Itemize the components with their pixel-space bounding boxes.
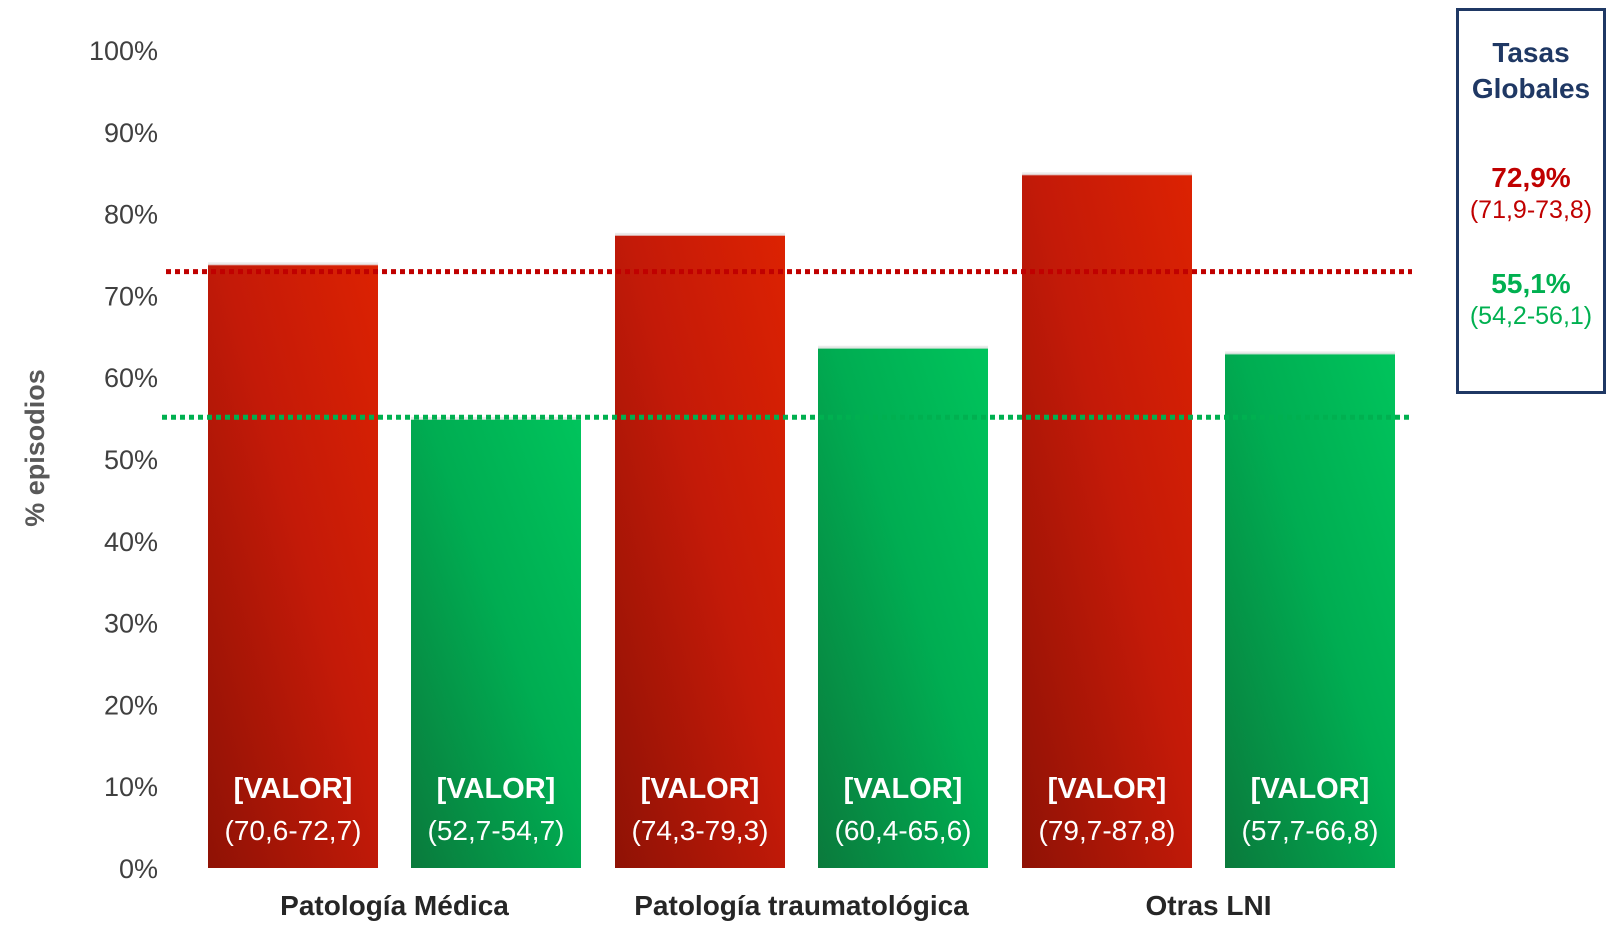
bar-ci-label: (60,4-65,6) bbox=[835, 815, 972, 846]
bar-green bbox=[818, 347, 988, 868]
category-label: Patología Médica bbox=[280, 890, 509, 921]
legend-green-ci: (54,2-56,1) bbox=[1469, 302, 1593, 330]
legend-title: Tasas Globales bbox=[1471, 37, 1591, 104]
y-tick-label: 30% bbox=[104, 609, 158, 639]
bar-top-edge bbox=[1022, 172, 1192, 176]
bar-green bbox=[411, 418, 581, 868]
legend-green-rate: 55,1% bbox=[1491, 268, 1571, 299]
bar-top-edge bbox=[1225, 351, 1395, 355]
legend-red-ci: (71,9-73,8) bbox=[1469, 196, 1593, 224]
bar-red bbox=[208, 264, 378, 868]
y-tick-label: 20% bbox=[104, 690, 158, 720]
bar-value-label: [VALOR] bbox=[844, 773, 963, 805]
y-axis-title: % episodios bbox=[20, 369, 50, 527]
legend-red-rate: 72,9% bbox=[1491, 162, 1571, 193]
bar-ci-label: (74,3-79,3) bbox=[632, 815, 769, 846]
category-label: Patología traumatológica bbox=[634, 890, 969, 921]
bar-ci-label: (57,7-66,8) bbox=[1242, 815, 1379, 846]
bar-value-label: [VALOR] bbox=[437, 773, 556, 805]
bar-top-edge bbox=[615, 232, 785, 236]
y-tick-label: 40% bbox=[104, 527, 158, 557]
y-tick-label: 60% bbox=[104, 363, 158, 393]
bar-red bbox=[615, 234, 785, 869]
bar-top-edge bbox=[208, 262, 378, 266]
bar-value-label: [VALOR] bbox=[641, 773, 760, 805]
bar-ci-label: (52,7-54,7) bbox=[428, 815, 565, 846]
bar-top-edge bbox=[818, 345, 988, 349]
bar-value-label: [VALOR] bbox=[1048, 773, 1167, 805]
category-label: Otras LNI bbox=[1145, 890, 1271, 921]
bar-red bbox=[1022, 174, 1192, 868]
bar-green bbox=[1225, 353, 1395, 868]
y-tick-label: 10% bbox=[104, 772, 158, 802]
bar-value-label: [VALOR] bbox=[234, 773, 353, 805]
y-tick-label: 70% bbox=[104, 281, 158, 311]
y-tick-label: 90% bbox=[104, 118, 158, 148]
bar-value-label: [VALOR] bbox=[1251, 773, 1370, 805]
y-tick-label: 50% bbox=[104, 445, 158, 475]
y-tick-label: 100% bbox=[89, 36, 158, 66]
global-rates-legend: Tasas Globales 72,9% (71,9-73,8) 55,1% (… bbox=[1456, 8, 1606, 394]
y-tick-label: 0% bbox=[119, 854, 158, 884]
bar-ci-label: (79,7-87,8) bbox=[1039, 815, 1176, 846]
y-tick-label: 80% bbox=[104, 200, 158, 230]
bar-ci-label: (70,6-72,7) bbox=[225, 815, 362, 846]
